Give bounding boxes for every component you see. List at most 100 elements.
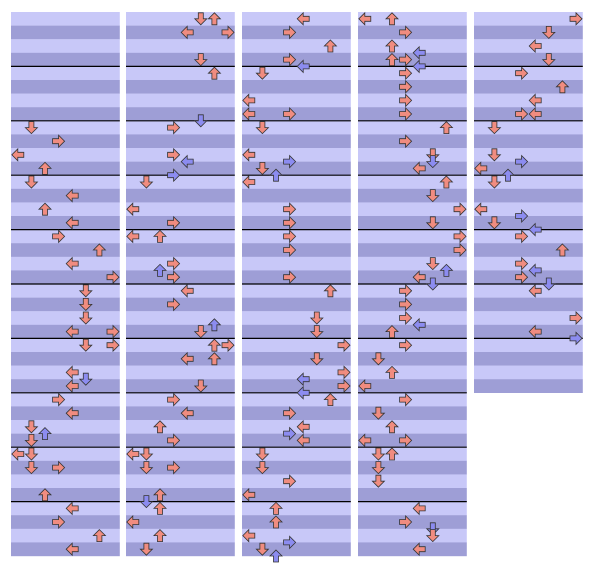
- beat-stripe: [11, 297, 120, 312]
- beat-stripe: [11, 447, 120, 461]
- beat-stripe: [474, 256, 583, 271]
- arrow-note: [153, 488, 167, 502]
- arrow-note: [283, 406, 297, 421]
- arrow-note: [283, 107, 297, 121]
- arrow-note: [38, 488, 52, 502]
- beat-stripe: [358, 243, 467, 257]
- beat-stripe: [126, 324, 235, 339]
- beat-stripe: [11, 25, 120, 40]
- arrow-note: [255, 461, 270, 475]
- arrow-note: [153, 229, 167, 243]
- beat-stripe: [474, 188, 583, 203]
- beat-stripe: [358, 352, 467, 366]
- arrow-note: [139, 542, 154, 556]
- arrow-note: [65, 406, 79, 421]
- beat-stripe: [358, 66, 467, 81]
- beat-stripe: [11, 52, 120, 67]
- beat-stripe: [242, 406, 351, 421]
- arrow-note: [399, 52, 413, 67]
- beat-stripe: [126, 12, 235, 26]
- arrow-note: [309, 325, 324, 339]
- beat-stripe: [242, 528, 351, 543]
- beat-stripe: [358, 406, 467, 421]
- beat-stripe: [474, 202, 583, 217]
- arrow-note: [207, 12, 222, 26]
- arrow-note: [453, 243, 467, 257]
- arrow-note: [399, 392, 413, 407]
- beat-stripe: [242, 134, 351, 149]
- arrow-note: [323, 284, 338, 298]
- arrow-note: [358, 433, 372, 448]
- arrow-note: [439, 263, 454, 277]
- arrow-note: [399, 338, 413, 353]
- arrow-note: [425, 257, 440, 271]
- beat-stripe: [11, 515, 120, 529]
- arrow-note: [569, 331, 583, 346]
- beat-stripe: [242, 148, 351, 162]
- beat-stripe: [11, 270, 120, 285]
- beat-stripe: [11, 256, 120, 271]
- beat-stripe: [242, 52, 351, 67]
- beat-stripe: [242, 270, 351, 285]
- arrow-note: [453, 202, 467, 217]
- arrow-note: [242, 93, 256, 108]
- arrow-note: [255, 161, 270, 175]
- beat-stripe: [474, 229, 583, 244]
- column: [474, 11, 583, 393]
- beat-stripe: [11, 39, 120, 53]
- arrow-note: [515, 66, 529, 81]
- arrow-note: [541, 26, 556, 39]
- arrow-note: [399, 311, 413, 325]
- beat-stripe: [11, 420, 120, 434]
- arrow-note: [153, 529, 167, 542]
- beat-stripe: [242, 501, 351, 516]
- beat-stripe: [358, 515, 467, 529]
- beat-stripe: [242, 324, 351, 339]
- arrow-note: [412, 161, 426, 176]
- arrow-note: [385, 12, 399, 26]
- arrow-note: [24, 447, 39, 461]
- arrow-note: [439, 175, 454, 189]
- beat-stripe: [474, 379, 583, 393]
- arrow-note: [167, 433, 181, 448]
- beat-stripe: [126, 229, 235, 244]
- beat-stripe: [126, 352, 235, 366]
- arrow-note: [92, 529, 107, 542]
- beat-stripe: [474, 216, 583, 230]
- arrow-note: [221, 25, 235, 40]
- arrow-note: [153, 263, 167, 277]
- arrow-note: [78, 297, 93, 311]
- arrow-note: [153, 420, 167, 434]
- beat-stripe: [358, 297, 467, 312]
- beat-stripe: [358, 52, 467, 67]
- beat-stripe: [474, 324, 583, 339]
- beat-stripe: [242, 542, 351, 557]
- beat-stripe: [126, 284, 235, 298]
- beat-stripe: [11, 66, 120, 81]
- beat-stripe: [11, 148, 120, 162]
- arrow-note: [453, 229, 467, 244]
- arrow-note: [153, 501, 167, 515]
- beat-stripe: [358, 528, 467, 543]
- beat-stripe: [11, 175, 120, 189]
- beat-stripe: [358, 420, 467, 434]
- beat-stripe: [242, 202, 351, 217]
- beat-stripe: [358, 80, 467, 94]
- arrow-note: [167, 460, 181, 475]
- beat-stripe: [11, 474, 120, 489]
- arrow-note: [24, 175, 39, 189]
- arrow-note: [11, 447, 25, 461]
- beat-stripe: [11, 229, 120, 244]
- arrow-note: [11, 147, 25, 162]
- arrow-note: [193, 379, 208, 393]
- arrow-note: [167, 120, 181, 135]
- arrow-note: [283, 426, 297, 441]
- arrow-note: [139, 461, 154, 475]
- beat-stripe: [126, 338, 235, 353]
- arrow-note: [283, 270, 297, 285]
- arrow-note: [515, 270, 529, 285]
- arrow-note: [255, 66, 270, 80]
- beat-stripe: [126, 202, 235, 217]
- beat-stripe: [242, 120, 351, 135]
- arrow-note: [385, 39, 399, 53]
